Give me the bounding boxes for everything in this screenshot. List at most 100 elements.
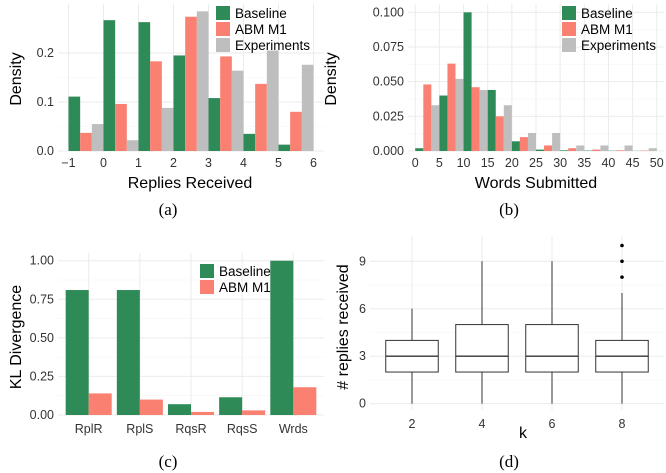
bar-abm_m1 (150, 61, 162, 151)
panel-d-boxes (385, 243, 649, 404)
panel-d-tag: (d) (499, 452, 519, 471)
box-iqr (525, 324, 579, 373)
x-tick-label: 8 (619, 417, 626, 431)
bar-baseline (208, 98, 221, 151)
bar-baseline (173, 55, 186, 152)
bar-abm_m1 (88, 393, 112, 415)
bar-abm_m1 (495, 116, 504, 151)
x-tick-label: 4 (240, 156, 247, 170)
bar-baseline (415, 148, 424, 151)
bar-baseline (278, 144, 291, 151)
panel-d-xlabel: k (519, 425, 528, 442)
bar-baseline (65, 290, 89, 415)
bar-abm_m1 (471, 87, 480, 151)
bar-experiments (648, 148, 657, 151)
panel-a-xlabel: Replies Received (128, 175, 253, 192)
x-tick-label: 2 (170, 156, 177, 170)
panel-d-ticks: 0 3 6 9 2 4 6 8 (359, 254, 625, 431)
panel-c-bars (65, 260, 317, 415)
x-tick-label: 30 (553, 156, 567, 170)
bar-baseline (68, 96, 81, 151)
x-tick-label: 25 (529, 156, 543, 170)
x-tick-label: 20 (505, 156, 519, 170)
panel-d-ylabel: # replies received (335, 264, 352, 389)
panel-d: 0 3 6 9 2 4 6 8 k # replies received (d) (335, 236, 664, 471)
panel-a-tag: (a) (159, 200, 178, 219)
legend-label-abm_m1: ABM M1 (581, 22, 633, 37)
panel-b-tag: (b) (499, 200, 519, 219)
bar-experiments (527, 132, 536, 151)
bar-baseline (219, 397, 243, 415)
y-tick-label: 0.75 (30, 292, 54, 306)
y-tick-label: 0.2 (37, 46, 54, 60)
bar-abm_m1 (544, 145, 553, 151)
y-tick-label: 0.100 (373, 5, 404, 19)
panel-c: 0.00 0.25 0.50 0.75 1.00 RplR RplS RqsR RqsS Wrds… (8, 253, 324, 471)
bar-experiments (503, 105, 512, 151)
legend-label-experiments: Experiments (235, 38, 310, 53)
bar-baseline (138, 22, 151, 151)
y-tick-label: 0.1 (37, 95, 54, 109)
panel-b-bars (415, 12, 657, 151)
x-tick-label: 35 (577, 156, 591, 170)
bar-abm_m1 (191, 411, 215, 415)
panel-b: 0.000 0.025 0.050 0.075 0.100 0 5 10 15 20 25 30 35 4… (323, 4, 664, 219)
legend-label-baseline: Baseline (219, 264, 271, 279)
x-tick-label: 5 (275, 156, 282, 170)
bar-abm_m1 (185, 16, 197, 151)
x-tick-label: 6 (310, 156, 317, 170)
bar-baseline (439, 95, 448, 151)
x-tick-label: RplR (75, 422, 103, 436)
outlier-point (620, 243, 624, 248)
bar-experiments (91, 124, 104, 151)
x-tick-label: 40 (601, 156, 615, 170)
bar-baseline (536, 149, 545, 151)
legend-swatch-abm_m1 (200, 280, 214, 294)
bar-experiments (266, 50, 279, 151)
panel-b-xlabel: Words Submitted (475, 175, 597, 192)
y-tick-label: 0.00 (30, 408, 54, 422)
y-tick-label: 0.0 (37, 144, 54, 158)
x-tick-label: RqsR (175, 422, 206, 436)
panel-c-ylabel: KL Divergence (8, 285, 25, 389)
bar-experiments (301, 64, 314, 151)
y-tick-label: 3 (359, 349, 366, 363)
bar-experiments (196, 11, 209, 151)
x-tick-label: Wrds (279, 422, 308, 436)
x-tick-label: 2 (409, 417, 416, 431)
y-tick-label: 9 (359, 254, 366, 268)
bar-abm_m1 (139, 399, 163, 415)
y-tick-label: 0.25 (30, 369, 54, 383)
y-tick-label: 1.00 (30, 254, 54, 268)
legend-label-abm_m1: ABM M1 (235, 22, 287, 37)
legend-swatch-abm_m1 (216, 22, 230, 36)
x-tick-label: 5 (436, 156, 443, 170)
bar-experiments (431, 105, 440, 151)
legend-swatch-baseline (216, 6, 230, 20)
y-tick-label: 6 (359, 302, 366, 316)
legend-swatch-baseline (562, 6, 576, 20)
legend-label-baseline: Baseline (235, 6, 287, 21)
y-tick-label: 0.025 (373, 109, 404, 123)
box-iqr (455, 324, 509, 373)
bar-abm_m1 (592, 149, 601, 151)
bar-baseline (511, 141, 520, 151)
legend-swatch-abm_m1 (562, 22, 576, 36)
bar-abm_m1 (255, 83, 267, 151)
bar-abm_m1 (242, 410, 266, 415)
legend-swatch-experiments (562, 38, 576, 52)
bar-abm_m1 (80, 132, 92, 151)
y-tick-label: 0 (359, 397, 366, 411)
x-tick-label: 3 (205, 156, 212, 170)
x-tick-label: 0 (412, 156, 419, 170)
bar-abm_m1 (115, 103, 127, 151)
x-tick-label: RqsS (227, 422, 258, 436)
bar-baseline (167, 404, 191, 415)
panel-c-tag: (c) (159, 452, 178, 471)
y-tick-label: 0.050 (373, 75, 404, 89)
